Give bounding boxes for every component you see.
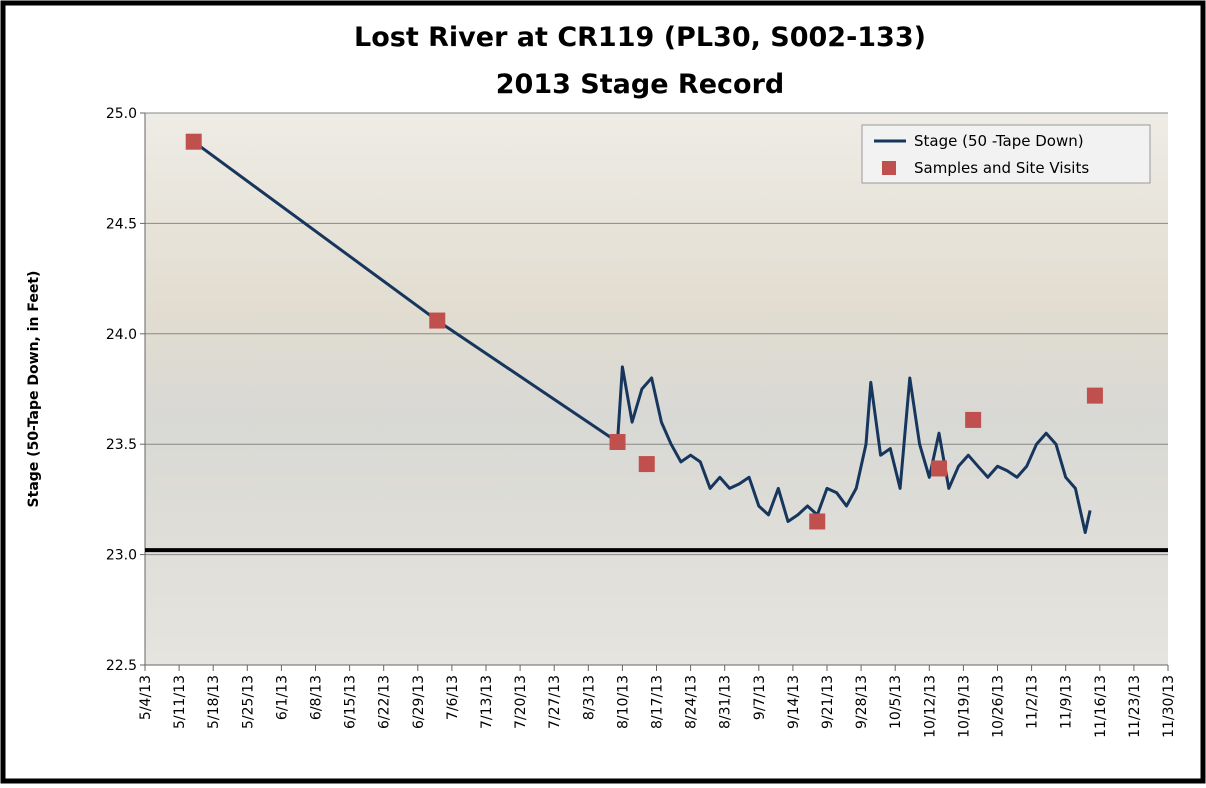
x-tick-label: 7/13/13 [479, 675, 495, 729]
legend-swatch [882, 161, 896, 175]
x-tick-label: 11/30/13 [1161, 675, 1177, 738]
x-tick-label: 8/31/13 [718, 675, 734, 729]
x-tick-label: 5/4/13 [138, 675, 154, 720]
y-tick-label: 22.5 [106, 658, 137, 674]
x-tick-label: 11/23/13 [1127, 675, 1143, 738]
chart-subtitle: 2013 Stage Record [496, 69, 784, 100]
x-tick-label: 11/2/13 [1025, 675, 1041, 729]
sample-marker [638, 456, 655, 473]
x-tick-label: 9/21/13 [820, 675, 836, 729]
sample-marker [609, 433, 626, 450]
y-tick-label: 24.5 [106, 216, 137, 232]
x-tick-label: 8/3/13 [581, 675, 597, 720]
x-tick-label: 8/10/13 [615, 675, 631, 729]
x-tick-label: 9/7/13 [752, 675, 768, 720]
x-tick-label: 7/6/13 [445, 675, 461, 720]
x-tick-label: 8/17/13 [650, 675, 666, 729]
x-tick-label: 6/15/13 [343, 675, 359, 729]
x-tick-label: 7/27/13 [547, 675, 563, 729]
x-tick-label: 10/19/13 [956, 675, 972, 738]
x-tick-label: 6/22/13 [377, 675, 393, 729]
x-tick-label: 6/8/13 [309, 675, 325, 720]
x-tick-label: 9/14/13 [786, 675, 802, 729]
x-tick-label: 5/18/13 [206, 675, 222, 729]
x-tick-label: 10/26/13 [991, 675, 1007, 738]
sample-marker [429, 312, 446, 329]
sample-marker [1086, 387, 1103, 404]
legend-label: Stage (50 -Tape Down) [914, 132, 1084, 150]
x-tick-label: 8/24/13 [684, 675, 700, 729]
plot-background [145, 113, 1168, 665]
x-tick-label: 10/12/13 [922, 675, 938, 738]
y-tick-label: 25.0 [106, 106, 137, 122]
stage-line [192, 140, 1092, 534]
y-tick-label: 23.5 [106, 437, 137, 453]
legend-label: Samples and Site Visits [914, 159, 1089, 177]
sample-marker [185, 133, 202, 150]
x-tick-label: 6/29/13 [411, 675, 427, 729]
x-tick-label: 6/1/13 [274, 675, 290, 720]
y-tick-label: 23.0 [106, 548, 137, 564]
x-tick-label: 5/25/13 [240, 675, 256, 729]
x-tick-label: 7/20/13 [513, 675, 529, 729]
x-tick-label: 5/11/13 [172, 675, 188, 729]
sample-marker [809, 513, 826, 530]
chart-title: Lost River at CR119 (PL30, S002-133) [354, 22, 926, 53]
x-tick-label: 10/5/13 [888, 675, 904, 729]
x-tick-label: 11/16/13 [1093, 675, 1109, 738]
y-tick-label: 24.0 [106, 327, 137, 343]
x-tick-label: 9/28/13 [854, 675, 870, 729]
sample-marker [965, 411, 982, 428]
y-axis-label: Stage (50-Tape Down, in Feet) [26, 271, 42, 508]
sample-marker [931, 460, 948, 477]
x-tick-label: 11/9/13 [1059, 675, 1075, 729]
legend-box [861, 124, 1151, 184]
